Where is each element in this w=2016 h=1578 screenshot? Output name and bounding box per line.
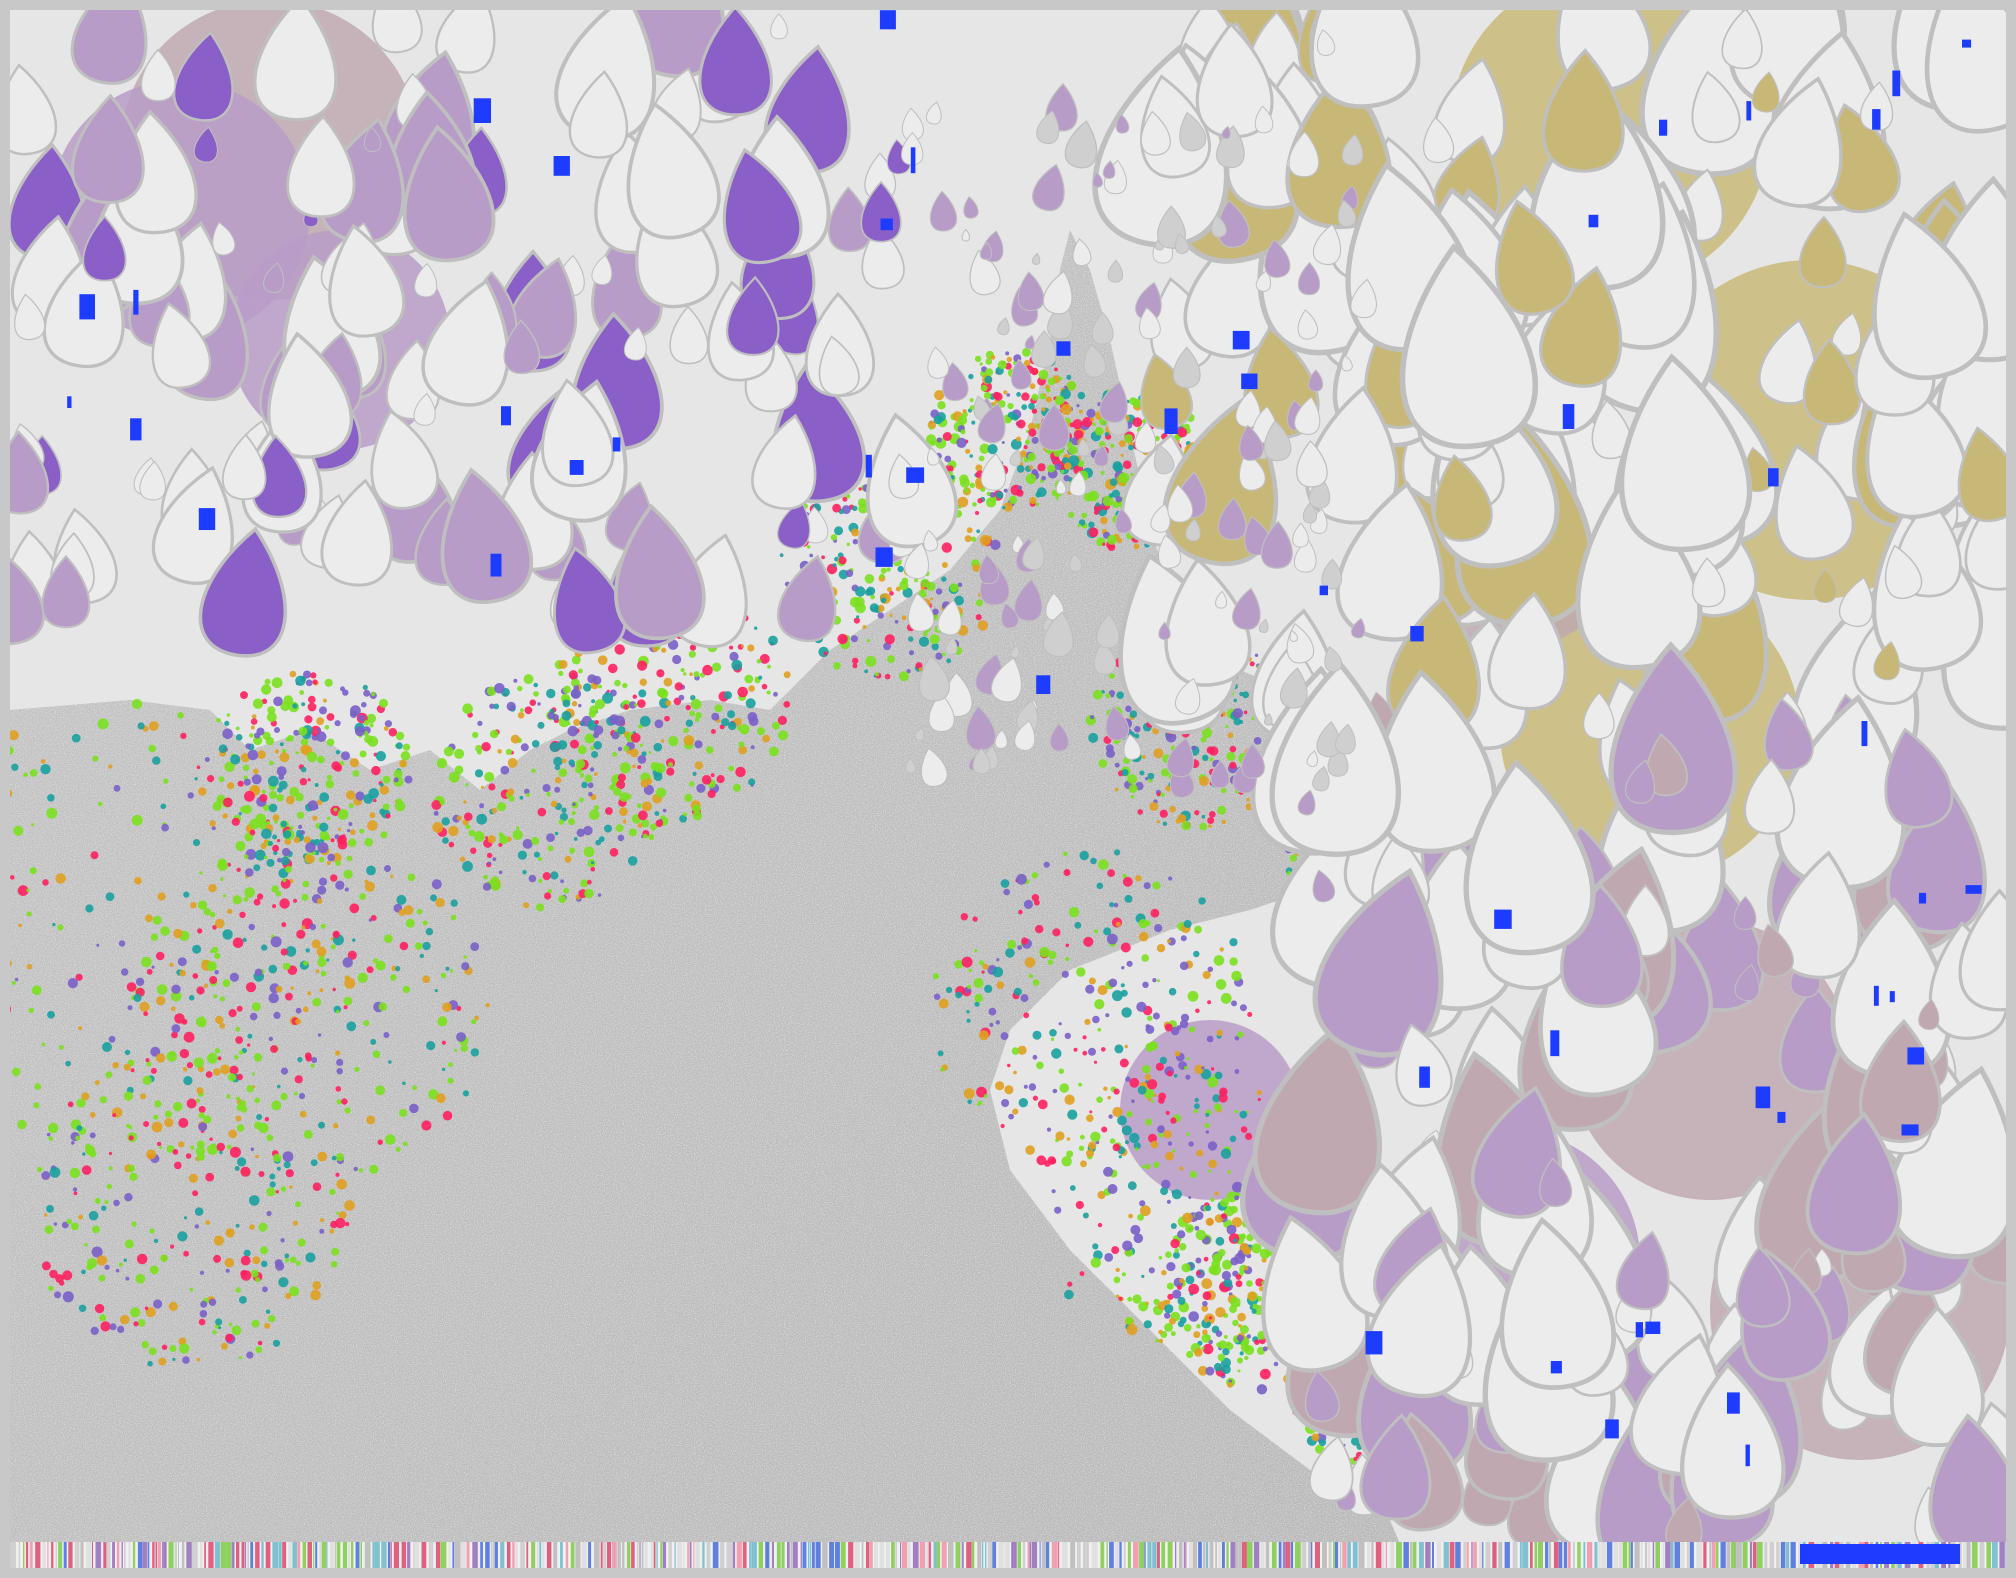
fractal-render <box>10 10 2006 1568</box>
petal-layer-front <box>10 10 2006 1568</box>
color-stripe-band <box>10 1542 2006 1568</box>
